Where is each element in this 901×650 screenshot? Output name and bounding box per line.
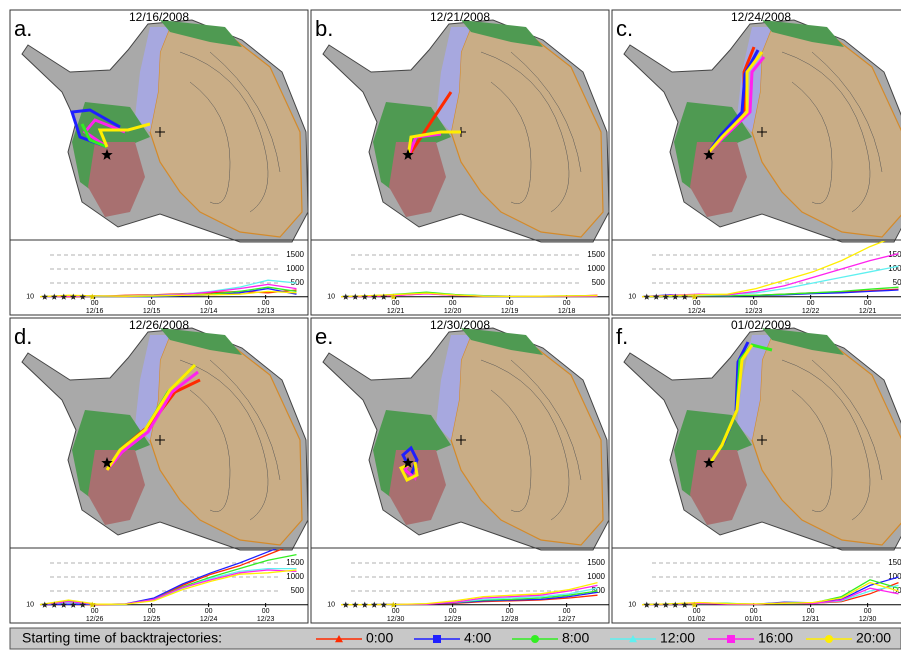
y-tick-label: 10 [628, 602, 636, 609]
x-tick-label: 00 12/30 [848, 608, 888, 624]
y-tick-label: 10 [327, 294, 335, 301]
panel-title: 12/24/2008 [731, 10, 791, 24]
x-tick-label: 00 12/27 [547, 608, 587, 624]
legend-title: Starting time of backtrajectories: [22, 630, 222, 646]
legend-marker [727, 635, 735, 643]
x-tick-label: 00 12/21 [848, 300, 888, 316]
y-tick-label: 1000 [587, 264, 605, 273]
figure-canvas: a. 12/16/2008 10 500 1000 1500 b. 12/21/2008 10 5… [0, 0, 901, 650]
y-tick-label: 1000 [286, 572, 304, 581]
legend-marker [433, 635, 441, 643]
y-tick-label: 500 [592, 278, 606, 287]
y-tick-label: 10 [26, 602, 34, 609]
x-tick-label: 00 12/23 [246, 608, 286, 624]
y-tick-label: 1500 [286, 250, 304, 259]
x-tick-label: 00 12/24 [189, 608, 229, 624]
x-tick-label: 00 12/26 [75, 608, 115, 624]
legend-marker [531, 635, 539, 643]
legend-label: 12:00 [660, 630, 695, 646]
x-tick-label: 00 12/19 [490, 300, 530, 316]
x-tick-label: 00 01/01 [734, 608, 774, 624]
y-tick-label: 500 [893, 278, 901, 287]
legend-label: 8:00 [562, 630, 589, 646]
x-tick-label: 00 12/29 [433, 608, 473, 624]
x-tick-label: 00 12/20 [433, 300, 473, 316]
x-tick-label: 00 12/23 [734, 300, 774, 316]
x-tick-label: 00 12/15 [132, 300, 172, 316]
x-tick-label: 00 12/18 [547, 300, 587, 316]
panel-label: d. [14, 324, 32, 349]
y-tick-label: 10 [327, 602, 335, 609]
x-tick-label: 00 01/02 [677, 608, 717, 624]
x-tick-label: 00 12/16 [75, 300, 115, 316]
y-tick-label: 1500 [587, 250, 605, 259]
legend-label: 0:00 [366, 630, 393, 646]
x-tick-label: 00 12/14 [189, 300, 229, 316]
y-tick-label: 500 [291, 586, 305, 595]
y-tick-label: 500 [592, 586, 606, 595]
x-tick-label: 00 12/24 [677, 300, 717, 316]
legend-label: 20:00 [856, 630, 891, 646]
x-tick-label: 00 12/28 [490, 608, 530, 624]
legend-marker [825, 635, 833, 643]
panel-title: 12/16/2008 [129, 10, 189, 24]
x-tick-label: 00 12/22 [791, 300, 831, 316]
panel-title: 12/30/2008 [430, 318, 490, 332]
y-tick-label: 1000 [888, 264, 901, 273]
y-tick-label: 1500 [587, 558, 605, 567]
y-tick-label: 10 [26, 294, 34, 301]
panel-title: 12/21/2008 [430, 10, 490, 24]
panel-label: f. [616, 324, 628, 349]
x-tick-label: 00 12/21 [376, 300, 416, 316]
legend-label: 4:00 [464, 630, 491, 646]
panel-label: e. [315, 324, 333, 349]
y-tick-label: 1000 [587, 572, 605, 581]
y-tick-label: 10 [628, 294, 636, 301]
x-tick-label: 00 12/30 [376, 608, 416, 624]
y-tick-label: 1500 [888, 558, 901, 567]
panel-title: 12/26/2008 [129, 318, 189, 332]
x-tick-label: 00 12/13 [246, 300, 286, 316]
panel-label: b. [315, 16, 333, 41]
figure: a. 12/16/2008 10 500 1000 1500 b. 12/21/2008 10 5… [0, 0, 901, 650]
x-tick-label: 00 12/31 [791, 608, 831, 624]
y-tick-label: 1500 [286, 558, 304, 567]
panel-label: c. [616, 16, 633, 41]
y-tick-label: 1000 [286, 264, 304, 273]
panel-label: a. [14, 16, 32, 41]
panel-title: 01/02/2009 [731, 318, 791, 332]
x-tick-label: 00 12/25 [132, 608, 172, 624]
legend-label: 16:00 [758, 630, 793, 646]
